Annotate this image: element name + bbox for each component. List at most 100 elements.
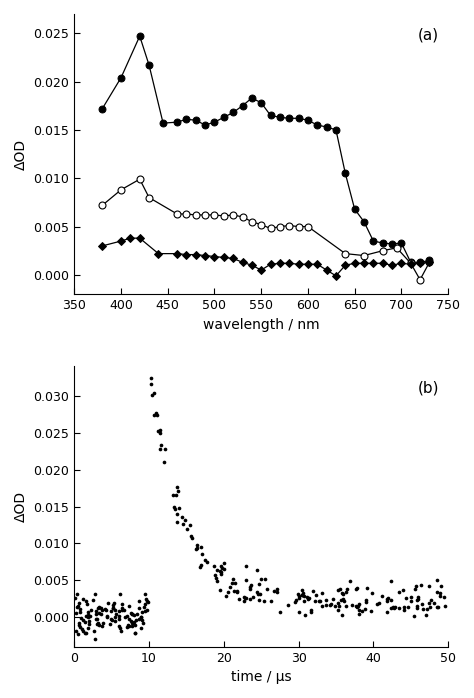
Point [94, 617, 101, 628]
Point [156, 428, 164, 439]
Point [322, 600, 329, 611]
Point [436, 591, 444, 602]
Point [436, 588, 444, 599]
Point [88, 604, 95, 616]
Point [354, 582, 361, 593]
Point [131, 628, 138, 639]
Point [141, 588, 148, 600]
Point [82, 595, 90, 607]
Point [344, 584, 351, 595]
Point [337, 595, 345, 606]
Point [383, 595, 391, 607]
Point [299, 585, 306, 596]
Point [111, 611, 118, 623]
Point [229, 574, 237, 585]
Point [187, 530, 195, 541]
Point [220, 558, 228, 569]
Point [437, 581, 445, 592]
Point [90, 625, 98, 637]
Point [354, 600, 361, 611]
Point [243, 561, 250, 572]
Point [413, 602, 421, 614]
Point [157, 439, 165, 450]
Point [142, 598, 149, 609]
Point [111, 604, 118, 615]
Point [76, 603, 84, 614]
Point [103, 610, 111, 621]
Point [141, 605, 149, 616]
Point [161, 456, 168, 468]
Text: (a): (a) [418, 28, 439, 43]
Point [395, 602, 402, 614]
Point [112, 608, 120, 619]
Point [193, 540, 201, 551]
Point [340, 595, 348, 607]
Point [307, 607, 315, 618]
Point [253, 586, 260, 597]
Point [193, 542, 201, 554]
Point [100, 618, 107, 629]
Point [235, 593, 243, 604]
Point [147, 378, 155, 389]
Point [122, 611, 129, 623]
Point [144, 597, 152, 608]
Point [93, 614, 101, 625]
Point [220, 563, 228, 574]
Point [128, 618, 136, 629]
Point [276, 606, 284, 617]
Point [127, 615, 135, 626]
Point [253, 565, 261, 576]
Point [128, 621, 136, 632]
Point [247, 579, 255, 591]
Point [267, 596, 275, 607]
Y-axis label: ΔOD: ΔOD [14, 491, 28, 522]
Point [318, 587, 325, 598]
Point [161, 443, 168, 454]
Point [327, 600, 334, 611]
Point [225, 586, 232, 597]
Point [301, 595, 308, 607]
Point [110, 597, 118, 609]
Point [137, 612, 145, 623]
Point [368, 588, 376, 599]
Point [408, 591, 415, 602]
Point [410, 610, 418, 621]
Point [73, 602, 81, 613]
Point [261, 574, 268, 585]
Point [153, 409, 160, 420]
Point [116, 588, 124, 600]
Point [197, 560, 205, 571]
Point [179, 518, 187, 529]
Point [362, 597, 370, 608]
Point [150, 409, 158, 420]
Point [363, 595, 370, 606]
Point [434, 601, 442, 612]
Point [178, 512, 186, 523]
Point [422, 609, 429, 620]
Point [417, 579, 425, 590]
Point [328, 599, 335, 610]
Point [108, 606, 115, 617]
Point [79, 614, 87, 625]
Point [260, 595, 268, 606]
Point [367, 605, 374, 616]
Point [395, 586, 403, 597]
Point [427, 602, 434, 613]
Point [183, 524, 191, 535]
Point [85, 611, 93, 622]
Point [218, 562, 226, 573]
Point [109, 602, 117, 614]
Point [263, 584, 270, 595]
Point [213, 575, 221, 586]
Point [132, 614, 140, 625]
Point [156, 443, 164, 454]
Point [156, 424, 164, 436]
Point [148, 389, 155, 401]
Point [440, 592, 447, 603]
Point [173, 508, 181, 519]
Point [92, 605, 100, 616]
Point [137, 612, 145, 623]
Point [176, 502, 183, 513]
Point [373, 598, 381, 609]
Point [425, 597, 433, 608]
